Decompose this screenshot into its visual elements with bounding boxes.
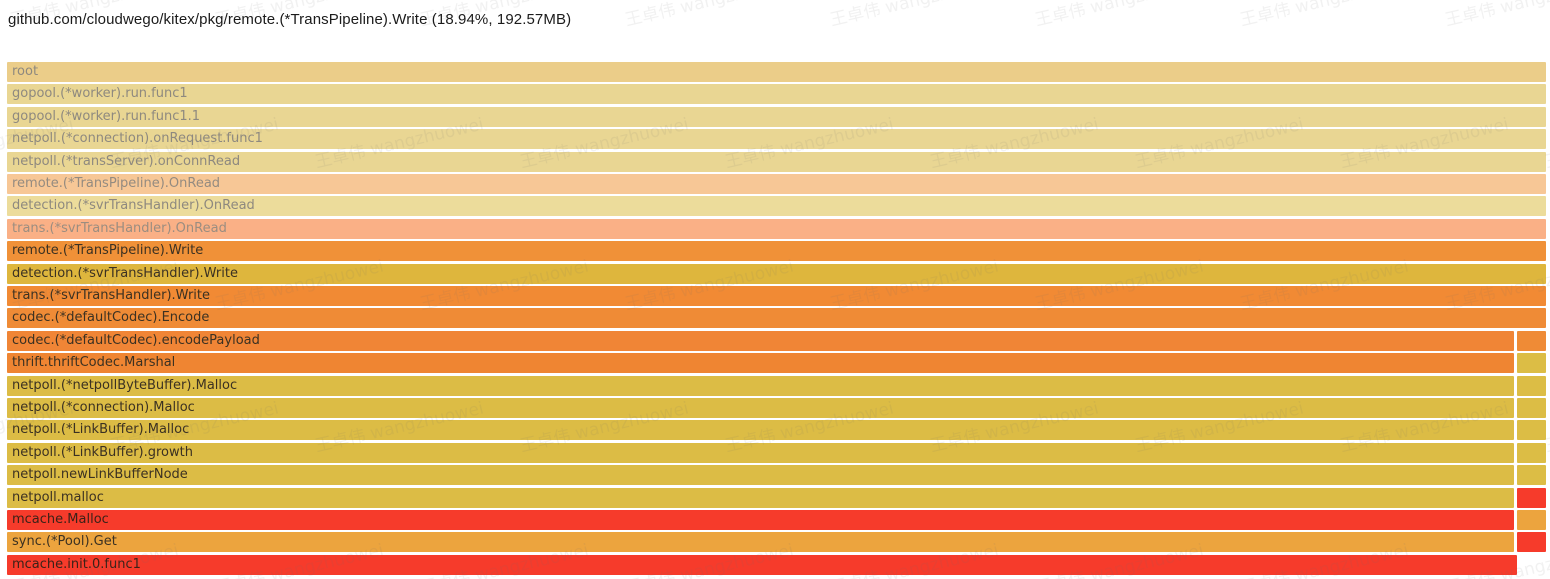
frame-label: detection.(*svrTransHandler).Write bbox=[12, 265, 238, 281]
flame-row: netpoll.(*LinkBuffer).Malloc bbox=[0, 420, 1550, 441]
flame-frame[interactable]: netpoll.(*LinkBuffer).Malloc bbox=[7, 420, 1514, 441]
flame-row: netpoll.(*connection).Malloc bbox=[0, 398, 1550, 418]
frame-label: netpoll.(*connection).onRequest.func1 bbox=[12, 131, 263, 147]
frame-label: remote.(*TransPipeline).Write bbox=[12, 243, 204, 259]
frame-label: gopool.(*worker).run.func1.1 bbox=[12, 108, 201, 124]
flame-row: netpoll.(*LinkBuffer).growth bbox=[0, 442, 1550, 463]
frame-label: thrift.thriftCodec.Marshal bbox=[12, 355, 176, 371]
frame-label: netpoll.(*connection).Malloc bbox=[12, 400, 195, 415]
flame-row: detection.(*svrTransHandler).OnRead bbox=[0, 196, 1550, 217]
frame-label: netpoll.newLinkBufferNode bbox=[12, 467, 188, 483]
flame-frame[interactable]: remote.(*TransPipeline).Write bbox=[7, 241, 1547, 262]
flame-frame-sibling[interactable] bbox=[1517, 398, 1547, 418]
flame-frame[interactable]: netpoll.malloc bbox=[7, 487, 1514, 508]
flame-row: netpoll.malloc bbox=[0, 487, 1550, 508]
flame-frame[interactable]: remote.(*TransPipeline).OnRead bbox=[7, 174, 1547, 194]
flame-frame-sibling[interactable] bbox=[1517, 420, 1547, 441]
frame-label: netpoll.(*LinkBuffer).Malloc bbox=[12, 422, 190, 438]
flame-frame-sibling[interactable] bbox=[1517, 510, 1547, 530]
frame-label: remote.(*TransPipeline).OnRead bbox=[12, 176, 221, 191]
flame-frame[interactable]: codec.(*defaultCodec).Encode bbox=[7, 308, 1547, 329]
flame-frame[interactable]: sync.(*Pool).Get bbox=[7, 532, 1514, 553]
flame-frame[interactable]: netpoll.(*transServer).onConnRead bbox=[7, 151, 1547, 172]
flame-row: codec.(*defaultCodec).Encode bbox=[0, 308, 1550, 329]
flame-frame-sibling[interactable] bbox=[1517, 375, 1547, 396]
frame-label: mcache.Malloc bbox=[12, 512, 109, 527]
frame-label: codec.(*defaultCodec).Encode bbox=[12, 310, 210, 326]
flame-row: remote.(*TransPipeline).OnRead bbox=[0, 174, 1550, 194]
flame-row: trans.(*svrTransHandler).Write bbox=[0, 286, 1550, 306]
flame-frame[interactable]: trans.(*svrTransHandler).Write bbox=[7, 286, 1547, 306]
flame-row: netpoll.(*transServer).onConnRead bbox=[0, 151, 1550, 172]
flame-frame[interactable]: netpoll.newLinkBufferNode bbox=[7, 465, 1514, 486]
flame-frame[interactable]: trans.(*svrTransHandler).OnRead bbox=[7, 218, 1547, 239]
frame-label: sync.(*Pool).Get bbox=[12, 534, 117, 550]
selected-frame-title: github.com/cloudwego/kitex/pkg/remote.(*… bbox=[8, 11, 572, 28]
frame-label: gopool.(*worker).run.func1 bbox=[12, 86, 188, 102]
flame-row: mcache.Malloc bbox=[0, 510, 1550, 530]
flame-row: netpoll.(*connection).onRequest.func1 bbox=[0, 129, 1550, 150]
flame-row: gopool.(*worker).run.func1.1 bbox=[0, 106, 1550, 127]
flame-frame-sibling[interactable] bbox=[1517, 330, 1547, 351]
frame-label: netpoll.(*transServer).onConnRead bbox=[12, 153, 241, 169]
frame-label: codec.(*defaultCodec).encodePayload bbox=[12, 332, 260, 348]
flame-frame-sibling[interactable] bbox=[1517, 465, 1547, 486]
flame-frame[interactable]: root bbox=[7, 62, 1547, 82]
flame-row: netpoll.newLinkBufferNode bbox=[0, 465, 1550, 486]
frame-label: netpoll.malloc bbox=[12, 489, 104, 505]
flame-frame[interactable]: netpoll.(*netpollByteBuffer).Malloc bbox=[7, 375, 1514, 396]
flame-frame[interactable]: gopool.(*worker).run.func1.1 bbox=[7, 106, 1547, 127]
frame-label: trans.(*svrTransHandler).OnRead bbox=[12, 220, 227, 236]
flame-row: gopool.(*worker).run.func1 bbox=[0, 84, 1550, 105]
flame-row: netpoll.(*netpollByteBuffer).Malloc bbox=[0, 375, 1550, 396]
frame-label: netpoll.(*netpollByteBuffer).Malloc bbox=[12, 377, 238, 393]
flame-frame-sibling[interactable] bbox=[1517, 487, 1547, 508]
flame-frame[interactable]: codec.(*defaultCodec).encodePayload bbox=[7, 330, 1514, 351]
flame-row: trans.(*svrTransHandler).OnRead bbox=[0, 218, 1550, 239]
flame-frame[interactable]: mcache.init.0.func1 bbox=[7, 554, 1517, 575]
flame-row-root: root bbox=[0, 62, 1550, 82]
flame-row: detection.(*svrTransHandler).Write bbox=[0, 263, 1550, 284]
flame-frame[interactable]: netpoll.(*LinkBuffer).growth bbox=[7, 442, 1514, 463]
flame-frame[interactable]: netpoll.(*connection).Malloc bbox=[7, 398, 1514, 418]
flame-frame[interactable]: detection.(*svrTransHandler).Write bbox=[7, 263, 1547, 284]
flame-frame[interactable]: detection.(*svrTransHandler).OnRead bbox=[7, 196, 1547, 217]
flame-frame[interactable]: gopool.(*worker).run.func1 bbox=[7, 84, 1547, 105]
frame-label: trans.(*svrTransHandler).Write bbox=[12, 288, 211, 303]
frame-label: detection.(*svrTransHandler).OnRead bbox=[12, 198, 255, 214]
flame-row: mcache.init.0.func1 bbox=[0, 554, 1550, 575]
frame-label: netpoll.(*LinkBuffer).growth bbox=[12, 444, 193, 460]
flame-frame-sibling[interactable] bbox=[1517, 532, 1547, 553]
flame-row-selected: remote.(*TransPipeline).Write bbox=[0, 241, 1550, 262]
frame-label: mcache.init.0.func1 bbox=[12, 556, 141, 572]
flame-frame[interactable]: netpoll.(*connection).onRequest.func1 bbox=[7, 129, 1547, 150]
flame-frame-sibling[interactable] bbox=[1517, 353, 1547, 374]
flame-row: thrift.thriftCodec.Marshal bbox=[0, 353, 1550, 374]
flame-frame-sibling[interactable] bbox=[1517, 442, 1547, 463]
flame-row: sync.(*Pool).Get bbox=[0, 532, 1550, 553]
flame-row: codec.(*defaultCodec).encodePayload bbox=[0, 330, 1550, 351]
flame-frame[interactable]: mcache.Malloc bbox=[7, 510, 1514, 530]
flame-frame[interactable]: thrift.thriftCodec.Marshal bbox=[7, 353, 1514, 374]
frame-label: root bbox=[12, 64, 39, 79]
